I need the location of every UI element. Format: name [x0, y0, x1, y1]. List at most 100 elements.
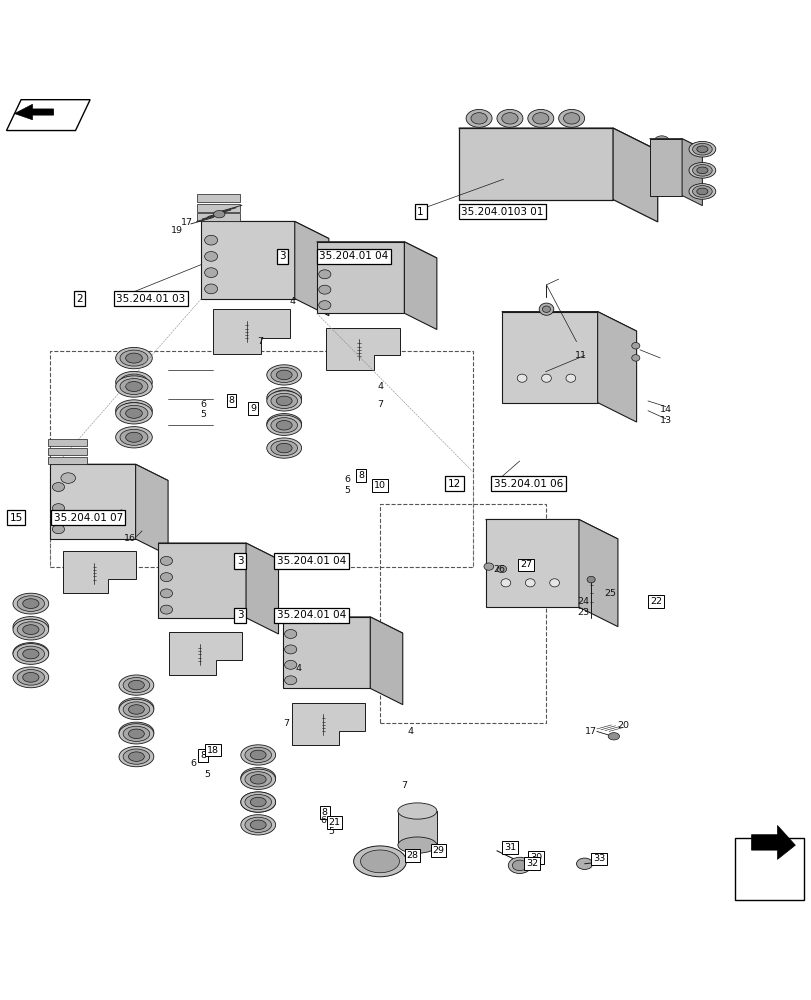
- Ellipse shape: [319, 285, 331, 294]
- Ellipse shape: [245, 770, 271, 785]
- Polygon shape: [50, 464, 168, 481]
- Ellipse shape: [397, 837, 436, 853]
- Text: 8: 8: [321, 808, 328, 817]
- Ellipse shape: [688, 184, 715, 199]
- Ellipse shape: [276, 396, 292, 406]
- Text: 21: 21: [328, 818, 340, 827]
- Ellipse shape: [123, 725, 149, 740]
- Ellipse shape: [17, 670, 45, 685]
- Polygon shape: [370, 617, 402, 705]
- Text: 1: 1: [417, 207, 423, 217]
- Ellipse shape: [653, 159, 669, 171]
- Text: 3: 3: [237, 556, 243, 566]
- Ellipse shape: [119, 722, 153, 742]
- Ellipse shape: [115, 347, 152, 369]
- Ellipse shape: [250, 797, 266, 807]
- Ellipse shape: [267, 391, 301, 411]
- Ellipse shape: [126, 377, 142, 387]
- FancyBboxPatch shape: [48, 448, 87, 455]
- Ellipse shape: [120, 405, 148, 421]
- Text: 17: 17: [585, 727, 596, 736]
- Ellipse shape: [115, 403, 152, 424]
- Text: 4: 4: [295, 664, 302, 673]
- Ellipse shape: [161, 573, 173, 582]
- Text: 4: 4: [406, 727, 413, 736]
- Ellipse shape: [126, 432, 142, 442]
- Polygon shape: [612, 128, 657, 222]
- Ellipse shape: [483, 563, 493, 570]
- Ellipse shape: [126, 353, 142, 363]
- Polygon shape: [578, 519, 617, 627]
- Ellipse shape: [549, 579, 559, 587]
- Text: 8: 8: [200, 751, 206, 760]
- Ellipse shape: [527, 109, 553, 127]
- Ellipse shape: [123, 749, 149, 764]
- Ellipse shape: [241, 815, 275, 835]
- Ellipse shape: [271, 390, 297, 405]
- Text: 5: 5: [204, 770, 210, 779]
- FancyBboxPatch shape: [48, 457, 87, 464]
- FancyBboxPatch shape: [734, 838, 803, 900]
- Text: 8: 8: [358, 471, 364, 480]
- Ellipse shape: [496, 565, 506, 573]
- FancyBboxPatch shape: [197, 204, 239, 212]
- Ellipse shape: [245, 747, 271, 763]
- Ellipse shape: [250, 750, 266, 760]
- Ellipse shape: [128, 705, 144, 714]
- Ellipse shape: [539, 303, 553, 315]
- Text: 4: 4: [289, 297, 295, 306]
- Ellipse shape: [271, 418, 297, 433]
- Polygon shape: [135, 464, 168, 555]
- Ellipse shape: [161, 556, 173, 565]
- Polygon shape: [681, 139, 702, 206]
- Polygon shape: [458, 128, 612, 200]
- Polygon shape: [282, 617, 402, 633]
- Text: 35.204.01 04: 35.204.01 04: [319, 251, 388, 261]
- Polygon shape: [404, 242, 436, 329]
- Polygon shape: [15, 104, 54, 120]
- Polygon shape: [326, 328, 399, 370]
- Ellipse shape: [692, 186, 711, 197]
- Ellipse shape: [23, 672, 39, 682]
- Text: 18: 18: [207, 746, 218, 755]
- Ellipse shape: [204, 268, 217, 278]
- Ellipse shape: [542, 306, 550, 312]
- Ellipse shape: [576, 858, 592, 869]
- Ellipse shape: [13, 593, 49, 614]
- Text: 33: 33: [592, 854, 605, 863]
- Ellipse shape: [271, 416, 297, 431]
- Polygon shape: [246, 543, 278, 634]
- Ellipse shape: [120, 429, 148, 445]
- Text: 5: 5: [200, 410, 206, 419]
- Ellipse shape: [123, 702, 149, 717]
- Ellipse shape: [500, 579, 510, 587]
- Text: 32: 32: [526, 859, 537, 868]
- Ellipse shape: [541, 374, 551, 382]
- Ellipse shape: [126, 382, 142, 392]
- Text: 26: 26: [493, 565, 504, 574]
- Ellipse shape: [276, 393, 292, 402]
- Ellipse shape: [245, 817, 271, 832]
- Text: 3: 3: [237, 610, 243, 620]
- Text: 27: 27: [520, 560, 531, 569]
- Ellipse shape: [119, 698, 153, 718]
- Ellipse shape: [119, 699, 153, 720]
- Ellipse shape: [653, 136, 669, 148]
- Text: 29: 29: [432, 846, 444, 855]
- Text: 4: 4: [376, 382, 383, 391]
- Ellipse shape: [161, 605, 173, 614]
- Ellipse shape: [241, 745, 275, 765]
- Text: 35.204.01 04: 35.204.01 04: [277, 610, 345, 620]
- FancyBboxPatch shape: [197, 213, 239, 221]
- Ellipse shape: [517, 374, 526, 382]
- Ellipse shape: [558, 109, 584, 127]
- Polygon shape: [201, 221, 328, 239]
- Ellipse shape: [319, 270, 331, 279]
- Ellipse shape: [23, 622, 39, 632]
- Text: 7: 7: [256, 337, 263, 346]
- Text: 35.204.01 04: 35.204.01 04: [277, 556, 345, 566]
- Ellipse shape: [17, 619, 45, 635]
- Text: 17: 17: [181, 218, 192, 227]
- Ellipse shape: [23, 648, 39, 658]
- Ellipse shape: [120, 402, 148, 418]
